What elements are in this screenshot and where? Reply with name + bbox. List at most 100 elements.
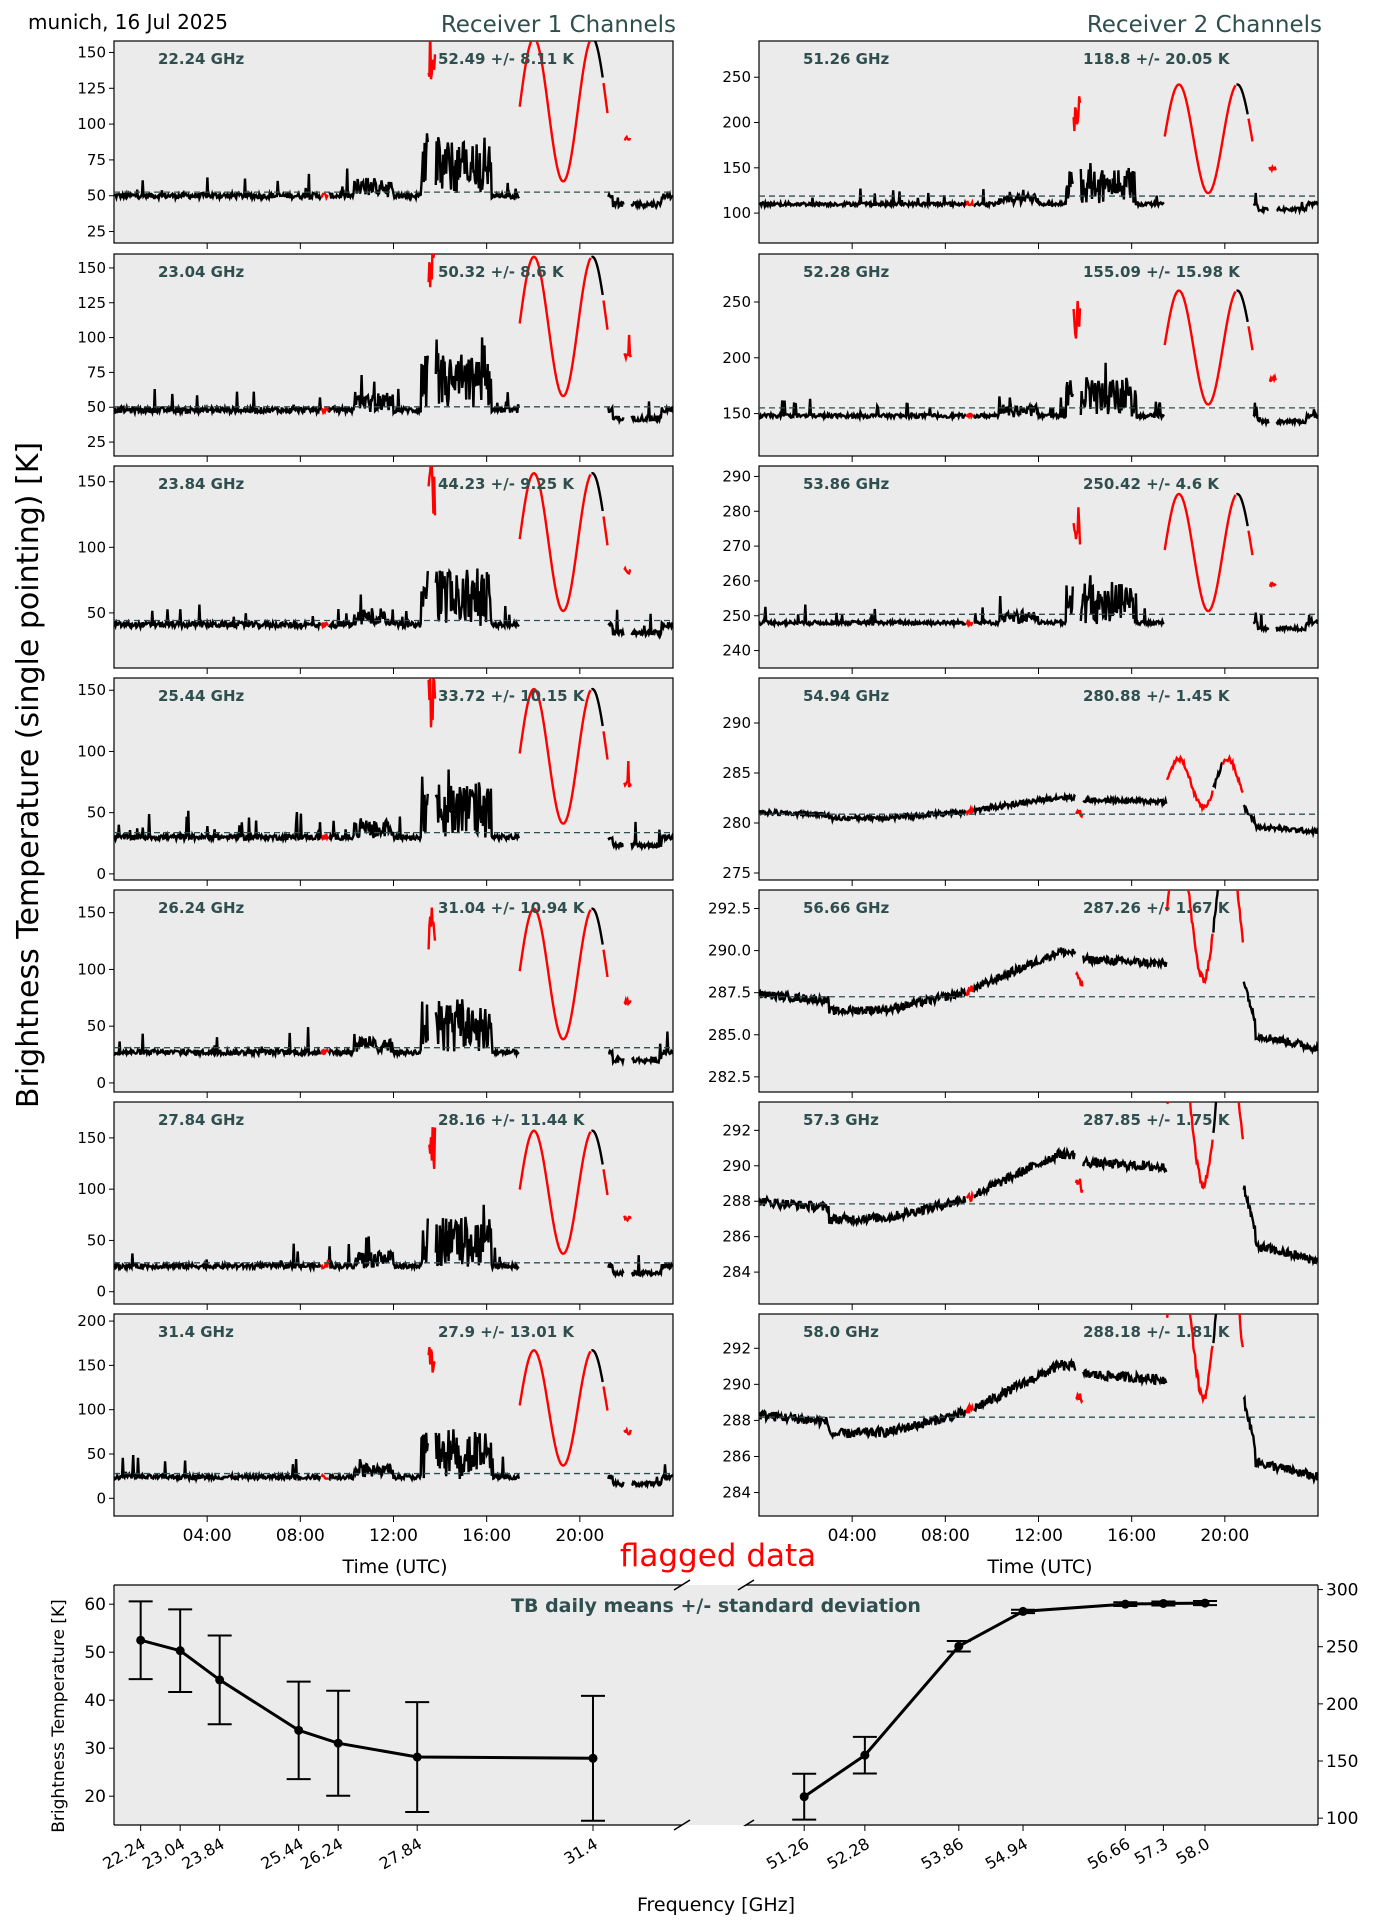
series-line xyxy=(973,1146,1076,1199)
frequency-label: 58.0 GHz xyxy=(803,1323,879,1341)
y-tick-label: 50 xyxy=(87,1445,106,1463)
y-tick-label: 125 xyxy=(77,294,106,312)
panel-1-5: 0 50 100 150 26.24 GHz 31.04 +/- 10.94 K xyxy=(77,889,674,1098)
series-line xyxy=(328,1432,429,1483)
flagged-segment xyxy=(1237,1102,1245,1140)
flagged-segment xyxy=(1247,118,1254,142)
summary-title: TB daily means +/- standard deviation xyxy=(511,1595,921,1617)
y-tick-label: 150 xyxy=(77,1356,106,1374)
flagged-segment xyxy=(518,471,592,613)
flagged-segment xyxy=(1072,300,1082,339)
series-line xyxy=(972,380,1074,422)
r1-xlabel: Time (UTC) xyxy=(341,1556,447,1578)
panel-background xyxy=(113,889,674,1093)
y-tick-label: 275 xyxy=(722,864,751,882)
summary-xlabel: Frequency [GHz] xyxy=(637,1894,795,1916)
series-line xyxy=(327,1218,429,1273)
series-line xyxy=(1082,1155,1168,1174)
panel-2-4: 275 280 285 290 54.94 GHz 280.88 +/- 1.45 K xyxy=(722,677,1319,886)
series-line xyxy=(434,1204,520,1273)
series-line xyxy=(607,190,625,210)
flagged-segment xyxy=(427,907,437,950)
summary-ylabel: Brightness Temperature [K] xyxy=(49,1599,69,1832)
right-data-point xyxy=(954,1641,964,1651)
flagged-segment xyxy=(623,134,632,141)
panel-2-5: 282.5 285.0 287.5 290.0 292.5 56.66 GHz 287.26… xyxy=(708,889,1319,1098)
y-tick-label: 250 xyxy=(722,607,751,625)
y-tick-label: 150 xyxy=(77,473,106,491)
flagged-segment xyxy=(965,198,975,207)
panel-background xyxy=(113,253,674,457)
right-y-tick-label: 200 xyxy=(1326,1695,1358,1715)
y-tick-label: 0 xyxy=(96,1283,106,1301)
series-line xyxy=(631,1464,673,1490)
stat-label: 287.26 +/- 1.67 K xyxy=(1083,899,1231,917)
panel-1-3: 50 100 150 23.84 GHz 44.23 +/- 9.25 K xyxy=(77,465,674,674)
panel-background xyxy=(113,1313,674,1517)
series-line xyxy=(607,1261,625,1279)
panel-2-1: 100 150 200 250 51.26 GHz 118.8 +/- 20.05 K xyxy=(722,40,1319,249)
left-y-tick-label: 30 xyxy=(84,1739,106,1759)
stat-label: 287.85 +/- 1.75 K xyxy=(1083,1111,1231,1129)
flagged-segment xyxy=(623,760,632,789)
x-tick-label: 08:00 xyxy=(276,1526,325,1546)
series-line xyxy=(114,604,322,632)
y-tick-label: 100 xyxy=(77,1401,106,1419)
axis-break-mark xyxy=(737,1579,755,1591)
y-tick-label: 150 xyxy=(77,1129,106,1147)
frequency-label: 54.94 GHz xyxy=(803,687,890,705)
break-gap xyxy=(683,1826,745,1832)
flagged-segment xyxy=(320,621,329,630)
series-line xyxy=(1275,614,1318,635)
left-y-tick-label: 50 xyxy=(84,1643,106,1663)
y-tick-label: 50 xyxy=(87,604,106,622)
frequency-label: 51.26 GHz xyxy=(803,50,890,68)
series-line xyxy=(327,355,429,418)
series-line xyxy=(630,613,673,641)
panel-background xyxy=(113,677,674,881)
frequency-label: 27.84 GHz xyxy=(158,1111,245,1129)
right-x-tick-label: 52.28 xyxy=(824,1834,873,1873)
x-tick-label: 12:00 xyxy=(1014,1526,1063,1546)
flagged-segment xyxy=(320,1472,329,1480)
flagged-segment xyxy=(1074,1178,1084,1193)
stat-label: 28.16 +/- 11.44 K xyxy=(438,1111,586,1129)
frequency-label: 23.04 GHz xyxy=(158,263,245,281)
y-tick-label: 286 xyxy=(722,1447,751,1465)
axis-break-mark xyxy=(673,1819,691,1831)
series-line xyxy=(593,41,604,78)
series-line xyxy=(114,810,322,845)
flagged-segment xyxy=(965,1401,975,1414)
series-line xyxy=(607,1047,625,1068)
panel-background xyxy=(758,40,1319,244)
series-line xyxy=(759,398,967,423)
panel-background xyxy=(758,1313,1319,1517)
flagged-segment xyxy=(602,516,609,546)
y-tick-label: 240 xyxy=(722,642,751,660)
frequency-label: 26.24 GHz xyxy=(158,899,245,917)
y-tick-label: 75 xyxy=(87,151,106,169)
panel-1-1: 25 50 75 100 125 150 22.24 GHz 52.49 +/- 8.11 K xyxy=(77,40,674,249)
series-line xyxy=(1212,1314,1218,1344)
x-tick-label: 16:00 xyxy=(1107,1526,1156,1546)
panel-2-2: 150 200 250 52.28 GHz 155.09 +/- 15.98 K xyxy=(722,253,1319,462)
flagged-segment xyxy=(602,1169,609,1196)
series-line xyxy=(591,687,604,727)
data-group xyxy=(114,466,673,641)
flagged-segment xyxy=(320,192,329,202)
flagged-segment xyxy=(427,678,437,728)
series-line xyxy=(972,791,1076,817)
panel-background xyxy=(758,889,1319,1093)
left-data-point xyxy=(588,1753,598,1763)
series-line xyxy=(327,571,429,632)
x-tick-label: 04:00 xyxy=(828,1526,877,1546)
y-tick-label: 50 xyxy=(87,1017,106,1035)
flagged-segment xyxy=(1163,289,1237,406)
series-line xyxy=(607,1474,625,1489)
series-line xyxy=(607,403,625,426)
data-group xyxy=(114,907,673,1068)
series-line xyxy=(759,604,967,630)
right-data-point xyxy=(1018,1606,1028,1616)
flagged-data-label: flagged data xyxy=(620,1538,816,1574)
